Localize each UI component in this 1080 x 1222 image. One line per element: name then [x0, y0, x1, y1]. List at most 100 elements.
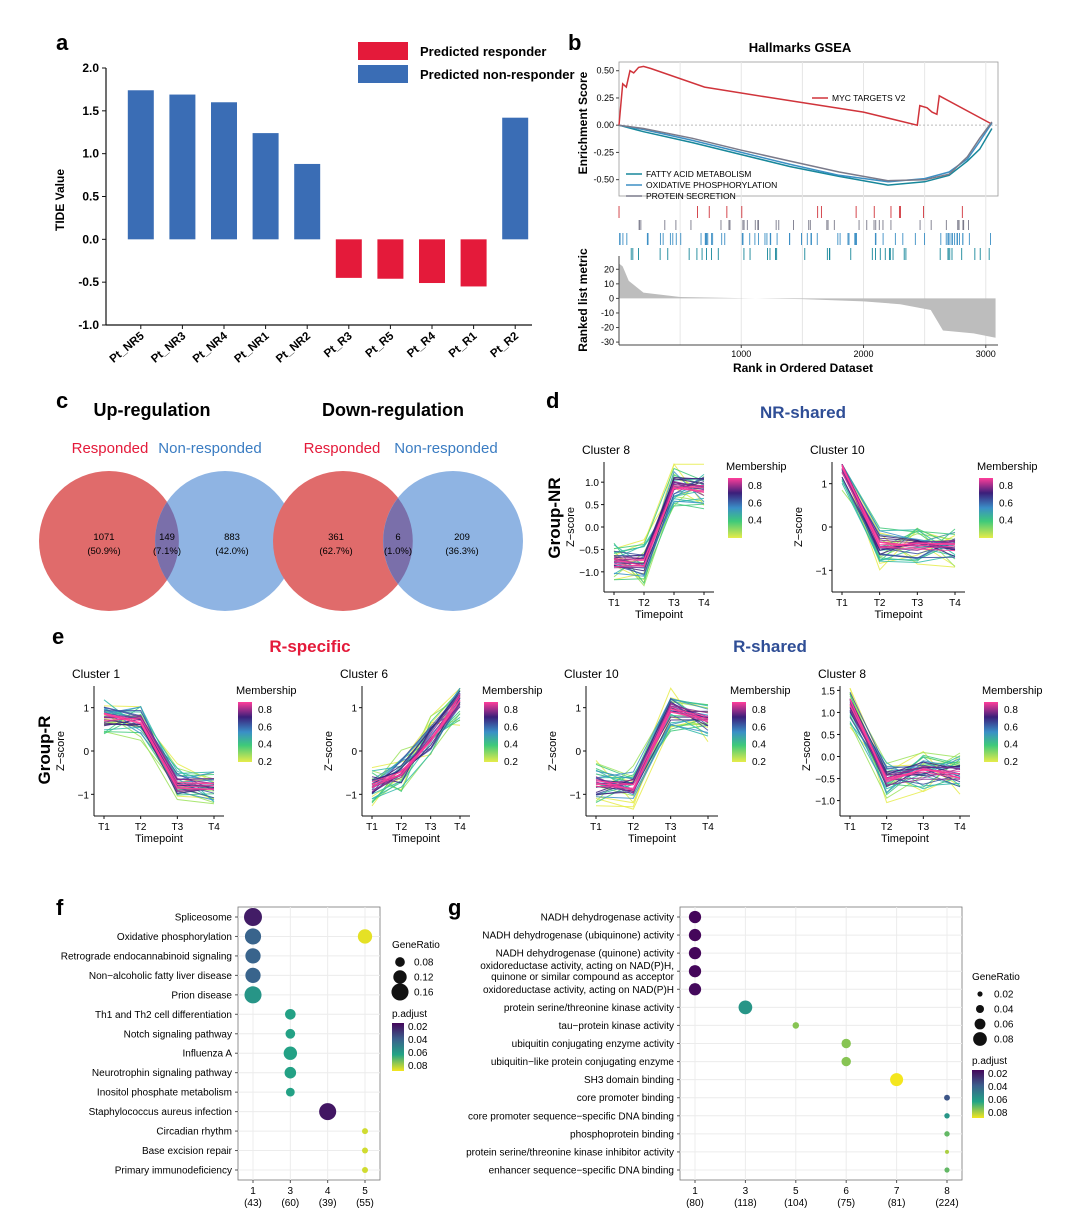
f-size-legend-label: 0.08	[414, 958, 434, 969]
f-x-tick-count: (43)	[244, 1198, 262, 1209]
e-cluster-1-x-tick-label: T2	[395, 822, 407, 833]
f-color-legend-label: 0.04	[408, 1035, 428, 1046]
f-dot	[357, 929, 373, 944]
d-cluster-8: Cluster 8 1.0 0.5 0.0 −0.5 −1.0 T1 T2 T3 T4 Timepo…	[565, 443, 787, 621]
c-up-right-pct: (42.0%)	[215, 546, 248, 557]
e-cluster-1: Cluster 6 1 0 −1 T1 T2 T3 T4 Timepoint Z−score Mem…	[323, 667, 543, 845]
e-cluster-0-legend-tick: 0.4	[258, 740, 272, 751]
g-dot	[944, 1094, 950, 1101]
g-term-label: NADH dehydrogenase activity	[541, 913, 674, 924]
d-cluster-10-member-line	[841, 472, 956, 552]
e-cluster-0-member-line	[103, 707, 215, 791]
g-size-legend-dot	[973, 1032, 987, 1046]
d-cluster-8-legend-tick: 0.6	[748, 498, 762, 509]
c-up-venn-overlap	[155, 502, 179, 580]
d-cluster-8-y-tick-label: −0.5	[579, 545, 599, 556]
f-term-label: Retrograde endocannabinoid signaling	[61, 951, 232, 962]
a-x-tick-label: Pt_R2	[488, 330, 521, 360]
b-enrichment-plot: 0.50 0.25 0.00 -0.25 -0.50	[593, 61, 999, 345]
d-cluster-10-x-axis-label: Timepoint	[875, 609, 923, 621]
g-x-tick-label: 1	[692, 1186, 698, 1197]
d-cluster-10-y-axis-label: Z−score	[793, 507, 805, 547]
e-cluster-3-y-tick-label: 1.5	[821, 686, 835, 697]
b-enrichment-label: Enrichment Score	[576, 71, 590, 174]
b-es-tick-label: 0.00	[596, 120, 614, 130]
e-cluster-2-member-line	[595, 719, 709, 795]
c-down-left-label: Responded	[304, 440, 381, 457]
e-cluster-3-x-tick-label: T2	[881, 822, 893, 833]
a-bar-Pt_R3	[335, 239, 362, 278]
f-term-label: Primary immunodeficiency	[115, 1166, 232, 1177]
b-ranked-metric: 20 10 0 -10 -20 -30 1000 2000 3000	[601, 256, 998, 359]
e-cluster-3: Cluster 8 1.5 1.0 0.5 0.0 −0.5 −1.0 T1 T2 T3 T4 Tim…	[801, 667, 1043, 845]
panel-f-dotplot: 1(43) 3(60) 4(39) 5(55) Spliceosome Oxidative…	[61, 906, 440, 1209]
panel-letter-e: e	[52, 624, 64, 649]
d-cluster-10-legend-title: Membership	[977, 461, 1038, 473]
a-y-tick-label: 2.0	[82, 61, 99, 75]
e-cluster-0-member-line	[103, 717, 215, 784]
g-term-label: core promoter binding	[577, 1093, 674, 1104]
g-x-tick-label: 3	[743, 1186, 749, 1197]
g-x-tick-label: 6	[843, 1186, 849, 1197]
g-term-label: ubiquitin−like protein conjugating enzym…	[491, 1057, 675, 1068]
c-down-mid-count: 6	[395, 532, 400, 543]
b-legend-label-fatty: FATTY ACID METABOLISM	[646, 169, 751, 179]
panel-g-dotplot: 1(80) 3(118) 5(104) 6(75) 7(81) 8(224) NADH de…	[466, 906, 1020, 1209]
e-cluster-3-x-tick-label: T3	[917, 822, 929, 833]
c-up-left-label: Responded	[72, 440, 149, 457]
f-dot	[285, 1028, 296, 1039]
e-cluster-2-x-tick-label: T3	[665, 822, 677, 833]
g-term-label: phosphoprotein binding	[570, 1129, 674, 1140]
e-cluster-1-x-tick-label: T3	[425, 822, 437, 833]
e-cluster-0-y-tick-label: −1	[78, 790, 90, 801]
d-cluster-10-title: Cluster 10	[810, 443, 865, 457]
f-term-label: Notch signaling pathway	[124, 1029, 232, 1040]
g-dot	[945, 1149, 949, 1154]
e-cluster-2-member-line	[595, 723, 709, 796]
f-term-label: Inositol phosphate metabolism	[97, 1088, 232, 1099]
e-cluster-3-member-line	[849, 704, 961, 779]
panel-letter-b: b	[568, 30, 581, 55]
e-cluster-1-member-line	[371, 690, 461, 786]
d-cluster-8-title: Cluster 8	[582, 443, 630, 457]
a-axes: 2.0 1.5 1.0 0.5 0.0 -0.5 -1.0	[78, 61, 532, 332]
e-cluster-3-legend-bar	[984, 702, 998, 762]
f-color-legend-label: 0.06	[408, 1048, 428, 1059]
e-cluster-1-legend-title: Membership	[482, 685, 543, 697]
d-cluster-8-y-tick-label: 0.0	[585, 523, 599, 534]
e-cluster-3-x-tick-label: T4	[954, 822, 966, 833]
e-cluster-2-y-tick-label: 1	[575, 704, 581, 715]
panel-letter-c: c	[56, 388, 68, 413]
d-cluster-8-x-tick-label: T4	[698, 598, 710, 609]
c-up-mid-count: 149	[159, 532, 175, 543]
a-y-axis-label: TIDE Value	[53, 169, 67, 231]
e-cluster-3-y-tick-label: 1.0	[821, 708, 835, 719]
g-color-legend-bar	[972, 1070, 984, 1118]
e-cluster-0-member-line	[103, 715, 215, 784]
g-term-label: core promoter sequence−specific DNA bind…	[468, 1111, 674, 1122]
f-term-label: Non−alcoholic fatty liver disease	[89, 971, 233, 982]
d-cluster-10-member-line	[841, 468, 956, 551]
e-cluster-1-legend-tick: 0.4	[504, 740, 518, 751]
g-color-legend-label: 0.06	[988, 1095, 1008, 1106]
d-cluster-8-member-line	[613, 467, 705, 550]
e-cluster-3-member-line	[849, 695, 961, 764]
d-cluster-8-y-tick-label: −1.0	[579, 568, 599, 579]
g-x-tick-count: (224)	[935, 1198, 958, 1209]
f-dot	[245, 948, 261, 964]
f-term-label: Spliceosome	[175, 913, 233, 924]
a-bar-Pt_NR3	[169, 94, 196, 240]
b-metric-area	[619, 263, 996, 338]
c-down-title: Down-regulation	[322, 400, 464, 420]
f-dot	[285, 1087, 295, 1097]
d-cluster-10-y-tick-label: −1	[816, 566, 828, 577]
g-x-tick-label: 5	[793, 1186, 799, 1197]
g-dot	[890, 1073, 904, 1087]
d-cluster-8-member-line	[613, 488, 705, 563]
g-term-label: NADH dehydrogenase (quinone) activity	[496, 949, 674, 960]
f-color-legend-bar	[392, 1023, 404, 1071]
g-size-legend-dot	[977, 991, 983, 997]
f-x-tick-count: (55)	[356, 1198, 374, 1209]
f-term-label: Neurotrophin signaling pathway	[92, 1068, 232, 1079]
e-cluster-1-x-axis-label: Timepoint	[392, 833, 440, 845]
